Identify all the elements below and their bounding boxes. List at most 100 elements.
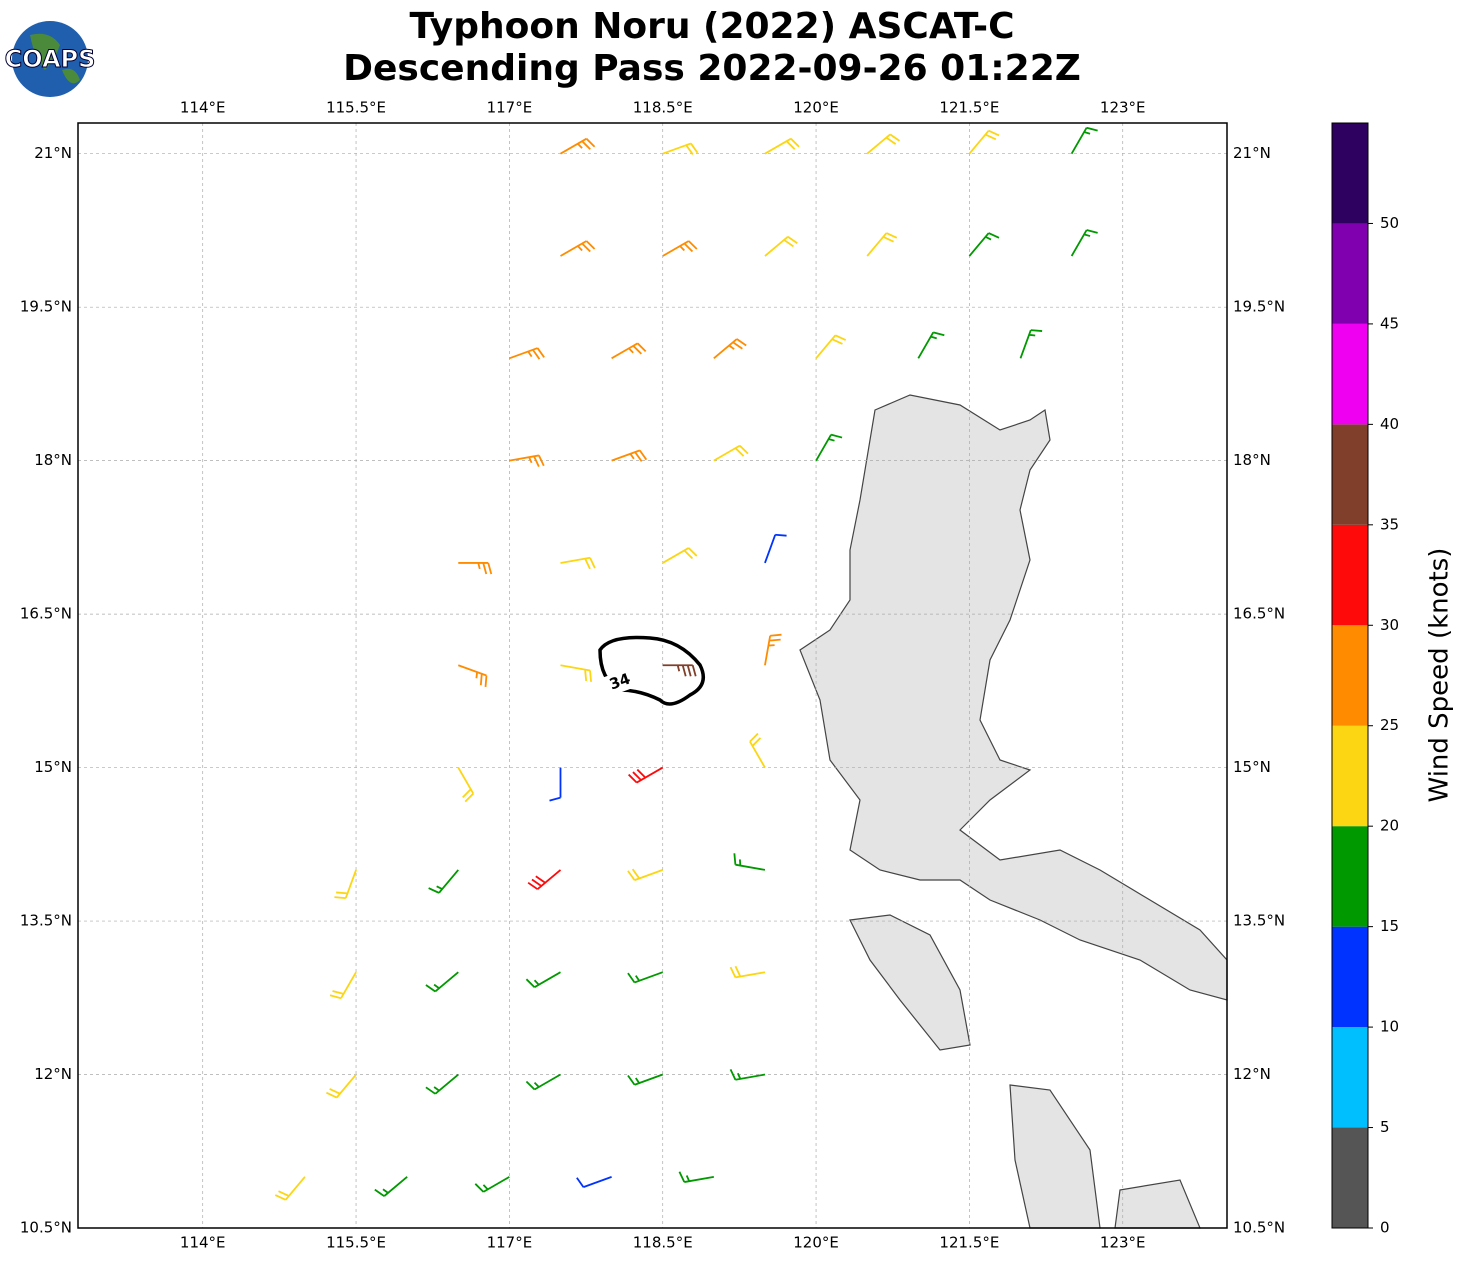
- wind-barb: [458, 562, 493, 575]
- wind-barb: [627, 1073, 664, 1086]
- colorbar-swatch: [1332, 826, 1368, 927]
- wind-barb: [866, 133, 901, 155]
- wind-barb: [560, 556, 596, 570]
- y-tick-label: 19.5°N: [20, 298, 72, 316]
- wind-barb: [274, 1176, 306, 1201]
- wind-barb: [968, 232, 1000, 257]
- y-tick-label: 15°N: [34, 758, 72, 776]
- y-tick-label: 18°N: [1233, 451, 1271, 469]
- wind-barb: [509, 454, 545, 467]
- y-tick-label: 12°N: [1233, 1065, 1271, 1083]
- wind-barb: [764, 235, 798, 257]
- colorbar-swatch: [1332, 1127, 1368, 1228]
- map-area: [78, 123, 1228, 1229]
- wind-barb: [334, 869, 357, 899]
- wind-barb: [662, 547, 698, 564]
- x-tick-label: 118.5°E: [633, 1234, 693, 1252]
- colorbar-frame: [1331, 122, 1369, 1229]
- wind-barb: [611, 449, 648, 462]
- x-tick-label: 114°E: [180, 99, 226, 117]
- colorbar-swatch: [1332, 1027, 1368, 1128]
- colorbar-swatch: [1332, 424, 1368, 525]
- y-tick-label: 16.5°N: [20, 605, 72, 623]
- y-tick-label: 10.5°N: [1233, 1219, 1285, 1237]
- logo: COAPS: [4, 21, 96, 97]
- x-tick-label: 114°E: [180, 1234, 226, 1252]
- wind-barb: [560, 664, 592, 682]
- wind-barb: [428, 869, 459, 894]
- y-tick-label: 16.5°N: [1233, 605, 1285, 623]
- colorbar-swatch: [1332, 625, 1368, 726]
- wind-barb: [815, 334, 847, 359]
- chart-title: Typhoon Noru (2022) ASCAT-C: [409, 6, 1014, 47]
- x-tick-label: 121.5°E: [939, 99, 999, 117]
- wind-barb: [662, 240, 698, 257]
- wind-barb: [457, 664, 488, 687]
- wind-barb: [425, 971, 459, 993]
- colorbar-swatch: [1332, 926, 1368, 1028]
- x-tick-label: 120°E: [793, 99, 839, 117]
- colorbar-tick-label: 35: [1380, 515, 1399, 533]
- colorbar-tick-label: 20: [1380, 817, 1399, 835]
- wind-barb: [329, 971, 357, 1000]
- wind-barb: [527, 869, 562, 890]
- y-tick-label: 15°N: [1233, 758, 1271, 776]
- wind-barb: [713, 444, 749, 462]
- x-tick-label: 123°E: [1100, 1234, 1146, 1252]
- x-tick-label: 117°E: [487, 99, 533, 117]
- wind-barb: [729, 1069, 766, 1081]
- colorbar-tick-label: 50: [1380, 214, 1399, 232]
- x-tick-label: 123°E: [1100, 99, 1146, 117]
- wind-barb: [627, 971, 664, 984]
- wind-barb: [662, 664, 697, 677]
- wind-barb: [474, 1176, 510, 1193]
- colorbar-swatch: [1332, 524, 1368, 626]
- wind-barb: [1070, 229, 1098, 257]
- wind-barb: [917, 331, 945, 359]
- y-tick-label: 19.5°N: [1233, 298, 1285, 316]
- colorbar-swatch: [1332, 323, 1368, 425]
- wind-barb: [457, 767, 475, 803]
- x-tick-label: 118.5°E: [633, 99, 693, 117]
- y-tick-label: 13.5°N: [1233, 912, 1285, 930]
- wind-barb: [576, 1175, 612, 1188]
- wind-barb: [678, 1171, 714, 1183]
- wind-barb: [627, 868, 664, 882]
- wind-barb: [549, 767, 562, 802]
- colorbar-tick-label: 5: [1380, 1118, 1390, 1136]
- x-tick-label: 115.5°E: [326, 1234, 386, 1252]
- x-tick-label: 120°E: [793, 1234, 839, 1252]
- x-tick-label: 121.5°E: [939, 1234, 999, 1252]
- grid-and-barbs: 34: [78, 123, 1227, 1229]
- map-background: [78, 123, 1227, 1228]
- wind-barb: [749, 732, 766, 769]
- wind-barb: [611, 342, 647, 360]
- wind-barb: [560, 240, 596, 257]
- wind-barb: [1070, 126, 1098, 155]
- land: [799, 394, 1228, 1229]
- wind-barb: [764, 633, 782, 666]
- wind-barb: [374, 1176, 408, 1197]
- wind-barb: [1019, 329, 1043, 359]
- wind-barb: [525, 971, 561, 988]
- colorbar-label: Wind Speed (knots): [1425, 548, 1455, 803]
- x-tick-label: 117°E: [487, 1234, 533, 1252]
- colorbar-tick-label: 40: [1380, 415, 1399, 433]
- x-tick-label: 115.5°E: [326, 99, 386, 117]
- logo-text: COAPS: [5, 45, 96, 73]
- y-tick-label: 10.5°N: [20, 1219, 72, 1237]
- wind-barb: [525, 1073, 561, 1091]
- wind-barb: [764, 137, 800, 155]
- colorbar-tick-label: 25: [1380, 716, 1399, 734]
- colorbar-tick-label: 15: [1380, 917, 1399, 935]
- y-tick-label: 21°N: [1233, 144, 1271, 162]
- chart-subtitle: Descending Pass 2022-09-26 01:22Z: [343, 48, 1081, 89]
- colorbar-tick-label: 0: [1380, 1219, 1390, 1237]
- colorbar-tick-label: 30: [1380, 616, 1399, 634]
- y-tick-label: 21°N: [34, 144, 72, 162]
- colorbar-swatch: [1332, 223, 1368, 324]
- wind-barb: [560, 137, 596, 155]
- y-tick-label: 18°N: [34, 451, 72, 469]
- colorbar-tick-label: 10: [1380, 1018, 1399, 1036]
